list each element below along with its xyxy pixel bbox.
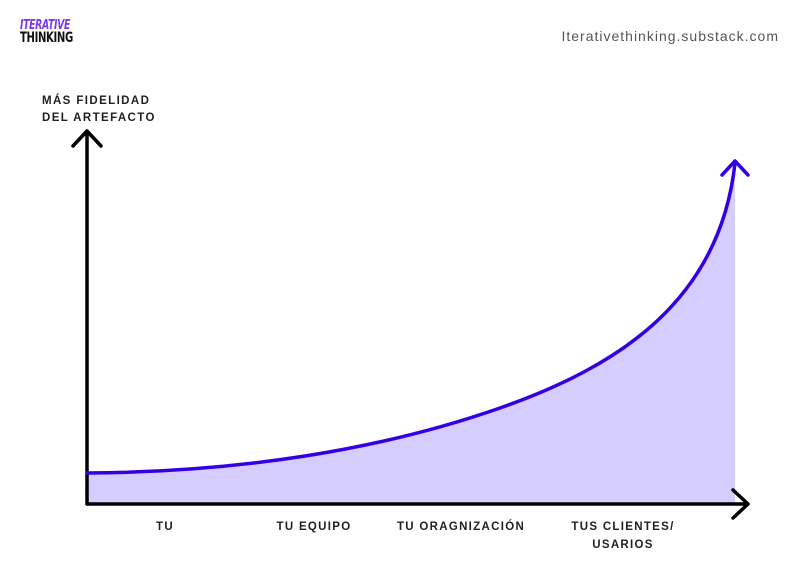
logo-line-1: ITERATIVE — [20, 18, 71, 33]
iterative-thinking-logo: ITERATIVE THINKING — [20, 19, 73, 45]
x-category-clientes-line-2: USARIOS — [592, 539, 654, 551]
site-url: Iterativethinking.substack.com — [561, 28, 779, 44]
logo-line-2: THINKING — [20, 30, 73, 46]
x-category-tu-text: TU — [156, 521, 174, 533]
y-axis-label-line-1: MÁS FIDELIDAD — [42, 95, 151, 107]
y-axis-arrowhead — [71, 129, 103, 148]
x-category-tu-organizacion: TU ORAGNIZACIÓN — [397, 518, 525, 536]
x-category-tu: TU — [156, 518, 174, 536]
area-under-curve — [87, 163, 735, 504]
x-axis-arrowhead — [731, 488, 750, 520]
x-category-tu-equipo: TU EQUIPO — [277, 518, 352, 536]
y-axis-label: MÁS FIDELIDAD DEL ARTEFACTO — [42, 93, 156, 127]
x-category-tu-equipo-text: TU EQUIPO — [276, 521, 352, 533]
x-category-clientes-usuarios: TUS CLIENTES/ USARIOS — [571, 518, 674, 554]
fidelity-curve — [85, 161, 737, 475]
x-category-clientes-line-1: TUS CLIENTES/ — [571, 521, 675, 533]
curve-arrowhead — [720, 159, 750, 177]
x-category-tu-organizacion-text: TU ORAGNIZACIÓN — [396, 521, 526, 533]
y-axis-label-line-2: DEL ARTEFACTO — [42, 112, 156, 124]
